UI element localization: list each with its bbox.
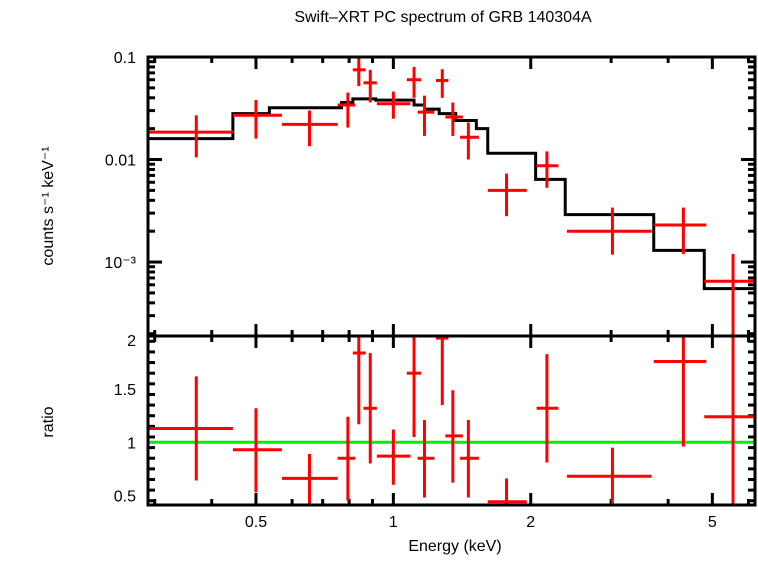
y-tick-label: 1 bbox=[127, 435, 136, 452]
data-point bbox=[281, 110, 338, 147]
x-tick-labels: 0.5 1 2 5 bbox=[245, 514, 717, 531]
ratio-point bbox=[704, 336, 755, 505]
y-tick-label: 10⁻³ bbox=[104, 255, 136, 272]
ratio-point bbox=[435, 336, 449, 406]
top-panel-ticks bbox=[148, 55, 755, 336]
data-point bbox=[435, 69, 449, 98]
y-tick-label: 0.5 bbox=[114, 488, 136, 505]
model-step-line bbox=[148, 97, 755, 291]
x-axis-label: Energy (keV) bbox=[408, 538, 501, 555]
ratio-point bbox=[566, 447, 652, 505]
y-tick-label: 1.5 bbox=[114, 382, 136, 399]
chart-title: Swift–XRT PC spectrum of GRB 140304A bbox=[294, 9, 592, 26]
ratio-point bbox=[460, 419, 479, 498]
ratio-point bbox=[148, 376, 233, 481]
bottom-y-tick-labels: 0.5 1 1.5 2 bbox=[114, 333, 136, 505]
y-tick-label: 0.1 bbox=[114, 50, 136, 67]
x-tick-label: 2 bbox=[526, 514, 535, 531]
ratio-point bbox=[281, 453, 338, 505]
ratio-point bbox=[376, 429, 411, 485]
bottom-panel-frame bbox=[146, 334, 757, 507]
data-point bbox=[232, 100, 282, 139]
model-curve bbox=[148, 97, 755, 291]
data-point bbox=[445, 102, 463, 136]
data-point bbox=[363, 69, 377, 103]
x-tick-label: 0.5 bbox=[245, 514, 267, 531]
ratio-point bbox=[406, 336, 422, 437]
top-data-points bbox=[148, 57, 755, 336]
data-point bbox=[704, 253, 755, 336]
ratio-point bbox=[363, 353, 377, 464]
top-y-axis-label: counts s⁻¹ keV⁻¹ bbox=[40, 146, 57, 265]
ratio-point bbox=[445, 390, 463, 483]
x-tick-label: 5 bbox=[708, 514, 717, 531]
data-point bbox=[566, 207, 652, 255]
ratio-point bbox=[653, 336, 707, 447]
panel-frames bbox=[146, 55, 757, 507]
data-point bbox=[376, 91, 411, 119]
ratio-point bbox=[232, 408, 282, 493]
ratio-point bbox=[337, 416, 356, 501]
bottom-y-axis-label: ratio bbox=[40, 406, 57, 437]
x-tick-label: 1 bbox=[389, 514, 398, 531]
data-point bbox=[460, 122, 479, 160]
data-point bbox=[337, 92, 356, 128]
data-point bbox=[653, 207, 707, 254]
data-point bbox=[406, 66, 422, 98]
ratio-data-points bbox=[148, 336, 755, 505]
top-panel-frame bbox=[146, 55, 757, 338]
data-point bbox=[487, 173, 527, 217]
ratio-point bbox=[417, 419, 435, 498]
top-y-tick-labels: 0.1 0.01 10⁻³ bbox=[104, 50, 136, 272]
ratio-point bbox=[536, 354, 559, 463]
ratio-point bbox=[487, 478, 527, 505]
y-tick-label: 0.01 bbox=[105, 153, 136, 170]
ratio-point bbox=[352, 336, 366, 425]
data-point bbox=[352, 57, 366, 87]
y-tick-label: 2 bbox=[127, 333, 136, 350]
data-point bbox=[536, 151, 559, 188]
data-point bbox=[148, 115, 233, 158]
data-point bbox=[417, 95, 435, 136]
